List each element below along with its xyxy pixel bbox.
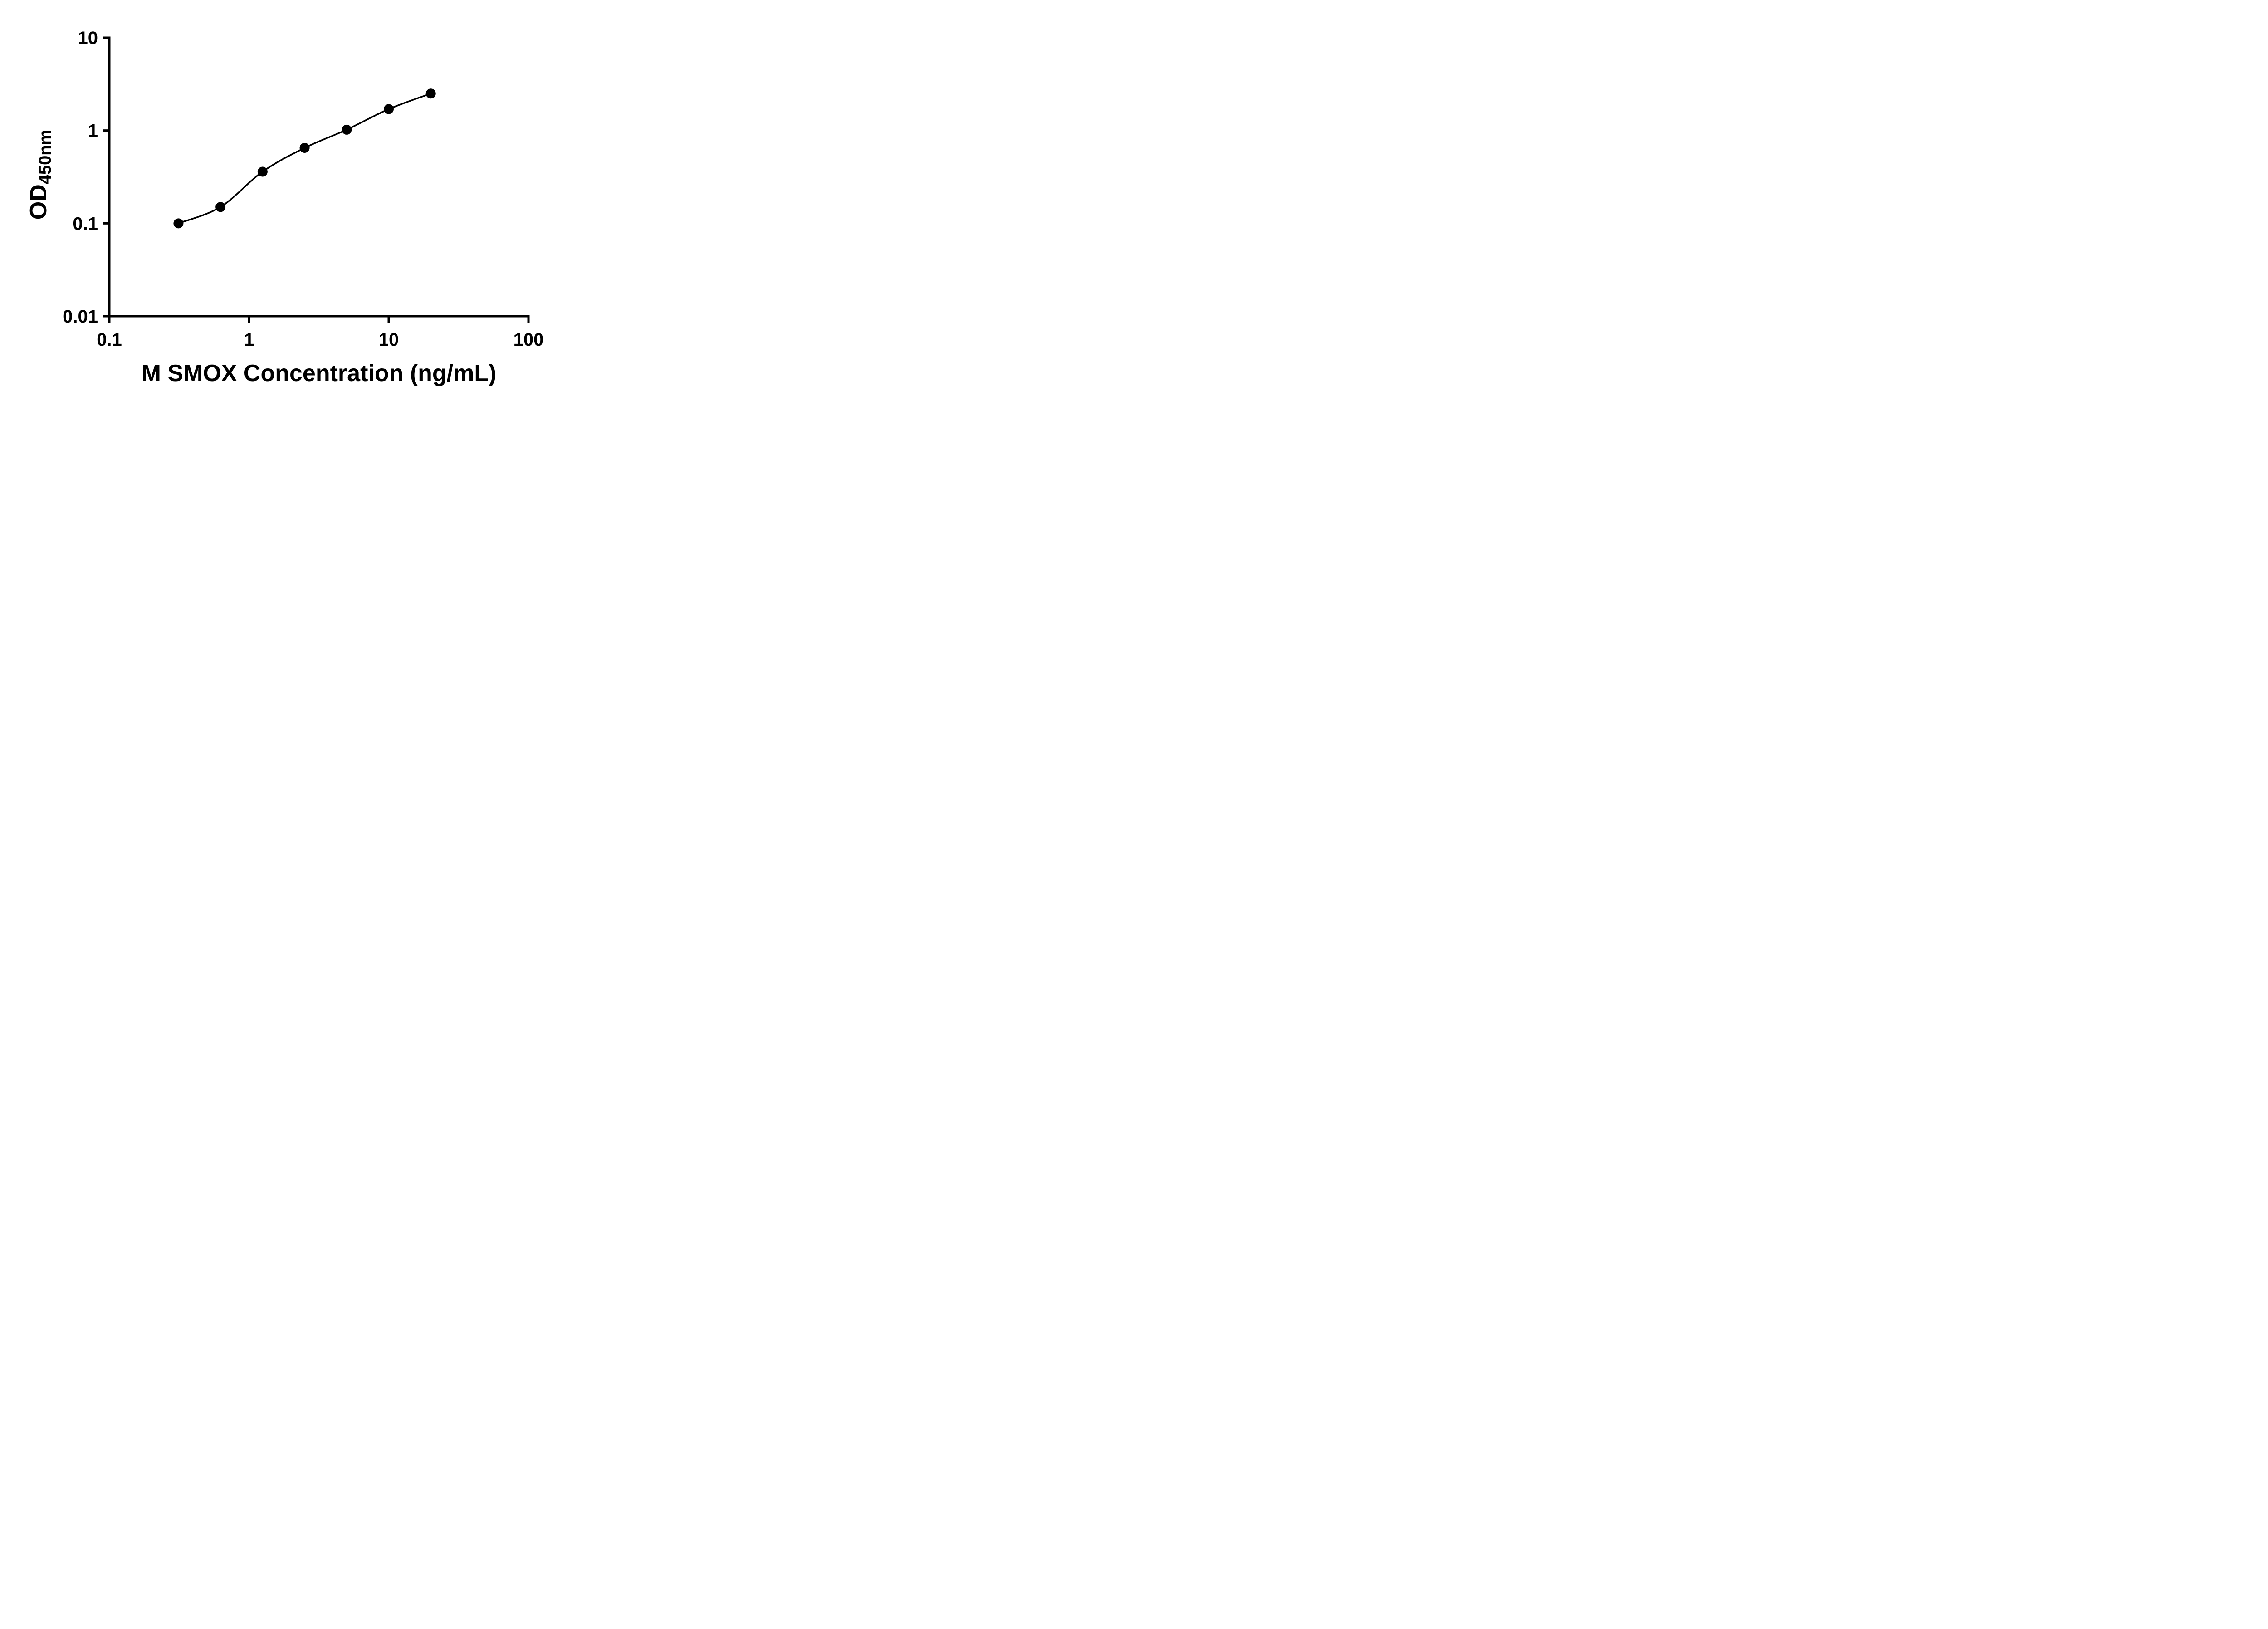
y-axis-title-main: OD [25,184,52,220]
y-tick-label: 0.01 [63,307,98,327]
y-tick-label: 0.1 [73,214,98,234]
plot-area: 0.01 0.1 1 10 0.1 1 10 100 [63,28,543,350]
standard-curve-figure: 0.01 0.1 1 10 0.1 1 10 100 M SMOX Concentration… [0,0,583,407]
y-axis-title: OD450nm [25,130,55,220]
y-axis-title-subscript: 450nm [36,130,55,184]
data-point-marker [342,124,352,135]
x-tick-label: 0.1 [97,330,122,350]
data-point-marker [173,218,184,229]
x-tick-label: 10 [379,330,399,350]
y-tick-label: 10 [78,28,98,48]
standard-curve-line [178,93,431,224]
x-tick-label: 1 [244,330,254,350]
data-point-marker [215,202,226,212]
data-point-marker [257,166,268,177]
data-point-marker [384,104,394,114]
chart-canvas: 0.01 0.1 1 10 0.1 1 10 100 M SMOX Concentration… [25,28,543,386]
data-point-marker [425,88,436,99]
y-tick-label: 1 [88,121,98,141]
data-point-marker [299,142,310,153]
x-axis-title: M SMOX Concentration (ng/mL) [142,360,497,386]
x-tick-label: 100 [513,330,544,350]
